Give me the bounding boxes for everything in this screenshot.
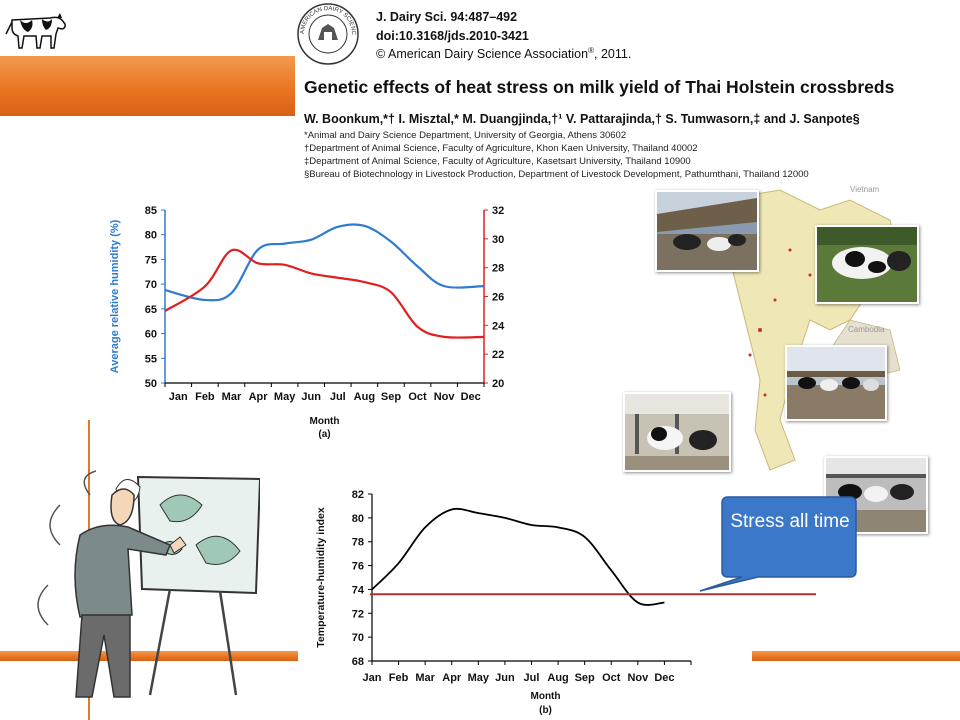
journal-citation: J. Dairy Sci. 94:487–492 — [376, 10, 518, 24]
chart-b-thi: 68 70 72 74 76 78 80 82 Jan Feb Mar Apr May Jun Jul Aug… — [315, 489, 816, 716]
callout-text: Stress all time — [730, 511, 850, 532]
chart-a-x-tick-label: Jan — [169, 391, 188, 403]
cow-photo-2 — [815, 225, 919, 304]
chart-a-x-tick-label: May — [274, 391, 296, 403]
chart-a-x-tick-label: Dec — [461, 391, 481, 403]
chart-a-x-tick-label: Sep — [381, 391, 401, 403]
affiliation-3: ‡Department of Animal Science, Faculty o… — [304, 156, 691, 167]
chart-a-left-tick-label: 50 — [145, 378, 157, 390]
chart-a-x-tick-label: Mar — [222, 391, 242, 403]
copyright-text: © American Dairy Science Association®, 2… — [376, 46, 632, 62]
chart-b-y-tick-label: 76 — [352, 561, 364, 573]
chart-b-x-tick-label: May — [468, 672, 490, 684]
chart-b-y-tick-label: 68 — [352, 656, 364, 668]
chart-b-sublabel: (b) — [539, 705, 552, 716]
chart-b-y-tick-label: 80 — [352, 513, 364, 525]
chart-a-left-tick-label: 70 — [145, 279, 157, 291]
cow-photo-3 — [785, 345, 887, 421]
chart-a-left-tick-label: 85 — [145, 205, 157, 217]
chart-a-right-tick-label: 24 — [492, 320, 505, 332]
map-label-cambodia: Cambodia — [848, 325, 885, 334]
affiliation-2: †Department of Animal Science, Faculty o… — [304, 143, 698, 154]
chart-a-left-tick-label: 80 — [145, 230, 157, 242]
bottom-orange-bar-left — [0, 651, 298, 661]
chart-b-x-tick-label: Sep — [575, 672, 595, 684]
chart-a-right-tick-label: 30 — [492, 234, 504, 246]
chart-b-x-tick-label: Oct — [602, 672, 621, 684]
chart-a-x-tick-label: Feb — [195, 391, 215, 403]
chart-b-y-tick-label: 74 — [352, 584, 365, 596]
chart-b-x-tick-label: Feb — [389, 672, 409, 684]
affiliation-1: *Animal and Dairy Science Department, Un… — [304, 130, 627, 141]
chart-a-left-axis-label: Average relative humidity (%) — [109, 219, 121, 373]
chart-a-left-tick-label: 60 — [145, 329, 157, 341]
chart-a-x-tick-label: Jul — [330, 391, 346, 403]
chart-b-x-tick-label: Mar — [415, 672, 435, 684]
chart-a-series-temperature-line — [164, 248, 485, 339]
chart-a-x-tick-label: Nov — [434, 391, 456, 403]
chart-a-left-tick-label: 75 — [145, 254, 157, 266]
cow-logo-icon — [5, 13, 66, 49]
chart-a-x-axis-label: Month — [310, 416, 340, 427]
chart-a-x-tick-label: Jun — [301, 391, 321, 403]
chart-a-right-tick-label: 32 — [492, 205, 504, 217]
chart-b-x-tick-label: Jul — [524, 672, 540, 684]
chart-b-x-tick-label: Jan — [363, 672, 382, 684]
chart-a-right-tick-label: 22 — [492, 349, 504, 361]
chart-b-x-tick-label: Dec — [654, 672, 674, 684]
chart-b-y-tick-label: 78 — [352, 537, 364, 549]
presenter-clipart — [37, 470, 260, 698]
doi-text: doi:10.3168/jds.2010-3421 — [376, 29, 529, 43]
chart-a-x-tick-label: Aug — [354, 391, 375, 403]
author-list: W. Boonkum,*† I. Misztal,* M. Duangjinda… — [304, 112, 860, 126]
chart-b-y-tick-label: 82 — [352, 489, 364, 501]
chart-a-series-humidity-line — [164, 223, 485, 302]
cow-photo-1 — [655, 190, 759, 272]
map-label-vietnam: Vietnam — [850, 185, 880, 194]
chart-b-x-tick-label: Jun — [495, 672, 515, 684]
paper-title: Genetic effects of heat stress on milk y… — [304, 77, 895, 97]
cow-photo-4 — [623, 392, 731, 472]
chart-b-y-tick-label: 70 — [352, 632, 364, 644]
chart-a-right-tick-label: 26 — [492, 292, 504, 304]
chart-b-series-thi-line — [371, 507, 665, 606]
callout-bubble — [699, 496, 857, 592]
chart-b-x-tick-label: Nov — [627, 672, 649, 684]
chart-b-y-tick-label: 72 — [352, 608, 364, 620]
chart-b-x-tick-label: Apr — [442, 672, 462, 684]
chart-a-humidity-temperature: 50 55 60 65 70 75 80 85 20 22 24 26 28 30 32 Jan Feb Mar A… — [109, 205, 505, 440]
chart-a-right-tick-label: 20 — [492, 378, 504, 390]
chart-b-x-axis-label: Month — [531, 691, 561, 702]
chart-a-sublabel: (a) — [318, 429, 330, 440]
chart-b-x-tick-label: Aug — [547, 672, 568, 684]
affiliation-4: §Bureau of Biotechnology in Livestock Pr… — [304, 169, 809, 180]
top-orange-bar — [0, 56, 295, 116]
chart-a-left-tick-label: 55 — [145, 353, 157, 365]
chart-a-x-tick-label: Oct — [408, 391, 427, 403]
ads-association-seal-icon: AMERICAN DAIRY SCIENCE ASSOCIATION — [296, 2, 359, 65]
chart-b-y-axis-label: Temperature-humidity index — [315, 507, 327, 648]
chart-a-left-tick-label: 65 — [145, 304, 157, 316]
bottom-orange-bar-right — [752, 651, 960, 661]
chart-a-x-tick-label: Apr — [249, 391, 269, 403]
chart-a-right-tick-label: 28 — [492, 263, 504, 275]
